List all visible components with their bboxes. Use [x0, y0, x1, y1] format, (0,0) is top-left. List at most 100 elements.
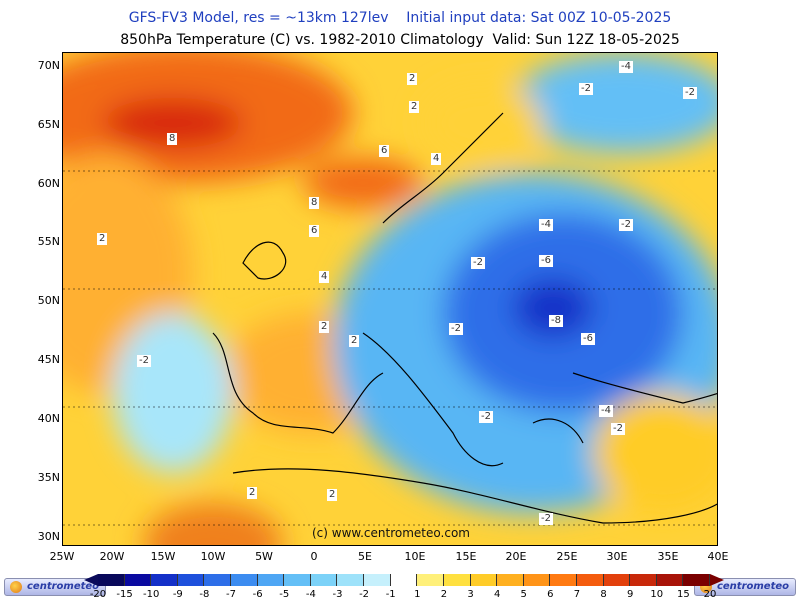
contour-label: -2 — [619, 219, 633, 231]
lat-label-50n: 50N — [37, 294, 60, 307]
scale-cell — [417, 574, 444, 586]
logo-right-text: centrometeo — [716, 581, 789, 592]
scale-tick-label: 6 — [547, 589, 554, 600]
scale-cell — [98, 574, 125, 586]
lon-label-20w: 20W — [99, 550, 125, 563]
lon-label-35e: 35E — [657, 550, 679, 563]
scale-tick-label: -6 — [252, 589, 263, 600]
black-sea-coast — [572, 372, 717, 404]
warm-core-iceland — [103, 98, 243, 148]
warm-anomaly-north-sea — [303, 158, 423, 208]
contour-label: 8 — [309, 197, 320, 209]
scale-tick-label: -15 — [116, 589, 133, 600]
scale-cell — [550, 574, 577, 586]
scale-tick-label: 10 — [650, 589, 664, 600]
scale-cell — [204, 574, 232, 586]
scale-tick-label: -9 — [172, 589, 183, 600]
lat-label-45n: 45N — [37, 353, 60, 366]
scale-cell — [231, 574, 258, 586]
contour-label: 8 — [167, 133, 178, 145]
scale-cell — [497, 574, 524, 586]
scale-tick-label: 1 — [414, 589, 421, 600]
scale-cell — [390, 574, 418, 586]
scale-tick-label: -5 — [279, 589, 290, 600]
contour-label: 6 — [309, 225, 320, 237]
lat-label-40n: 40N — [37, 412, 60, 425]
contour-label: -2 — [611, 423, 625, 435]
lon-label-10w: 10W — [200, 550, 226, 563]
scale-tick-label: -1 — [385, 589, 396, 600]
lat-label-30n: 30N — [37, 530, 60, 543]
scale-tick-label: 7 — [573, 589, 581, 600]
contour-label: -4 — [619, 61, 633, 73]
scale-cell — [523, 574, 551, 586]
contour-label: -2 — [539, 513, 553, 525]
contour-label: -6 — [581, 333, 595, 345]
scale-tick-label: 15 — [677, 589, 690, 600]
cold-anomaly-scandinavia — [513, 53, 717, 153]
scale-tick-label: 8 — [600, 589, 607, 600]
sun-icon — [10, 581, 22, 593]
scale-tick-label: -7 — [226, 589, 237, 600]
contour-label: 2 — [409, 101, 420, 113]
contour-label: -2 — [683, 87, 697, 99]
header-title-line2: 850hPa Temperature (C) vs. 1982-2010 Cli… — [120, 32, 680, 48]
contour-label: -2 — [579, 83, 593, 95]
contour-label: -2 — [449, 323, 463, 335]
north-africa-coast — [232, 468, 717, 524]
lat-label-70n: 70N — [37, 59, 60, 72]
greece-coast — [532, 418, 584, 444]
contour-label: -2 — [471, 257, 485, 269]
scale-cell — [630, 574, 657, 586]
map-credit: (c) www.centrometeo.com — [312, 526, 470, 540]
scale-cell — [683, 574, 711, 586]
lon-label-15w: 15W — [150, 550, 176, 563]
lon-label-15e: 15E — [455, 550, 477, 563]
lon-label-40e: 40E — [707, 550, 729, 563]
lon-label-25e: 25E — [556, 550, 578, 563]
scale-cell — [364, 574, 391, 586]
warm-anomaly-africa — [143, 503, 283, 545]
contour-label: 2 — [407, 73, 418, 85]
contour-label: 2 — [97, 233, 108, 245]
header-title-line1: GFS-FV3 Model, res = ~13km 127lev Initia… — [128, 10, 672, 26]
lat-label-35n: 35N — [37, 471, 60, 484]
contour-label: 4 — [319, 271, 330, 283]
contour-label: -2 — [137, 355, 151, 367]
map-svg — [63, 53, 717, 545]
contour-label: 6 — [379, 145, 390, 157]
coastlines — [212, 112, 717, 524]
lat-label-65n: 65N — [37, 118, 60, 131]
scale-cell — [470, 574, 498, 586]
scale-tick-label: 4 — [493, 589, 501, 600]
scale-tick-label: 2 — [440, 589, 448, 600]
neutral-scandinavia — [423, 83, 543, 163]
lon-label-5w: 5W — [255, 550, 273, 563]
color-scale — [98, 574, 711, 586]
scale-tick-label: 9 — [626, 589, 634, 600]
scale-cell — [656, 574, 684, 586]
cold-core-ukraine — [513, 278, 593, 338]
contour-label: 2 — [349, 335, 360, 347]
lon-label-10e: 10E — [404, 550, 426, 563]
temperature-anomaly-map: 8 2 6 8 6 4 4 2 2 2 2 -2 -2 -2 -4 -6 -8 … — [62, 52, 718, 546]
scale-tick-label: -8 — [199, 589, 210, 600]
scale-cell — [284, 574, 311, 586]
scale-tick-label: -4 — [305, 589, 316, 600]
scale-cell — [603, 574, 631, 586]
scale-tick-label: -3 — [332, 589, 343, 600]
logo-left: centrometeo — [4, 578, 107, 596]
scale-cell — [576, 574, 604, 586]
scale-arrow-right — [710, 574, 724, 586]
scale-cell — [124, 574, 152, 586]
lon-label-25w: 25W — [49, 550, 75, 563]
scale-cell — [151, 574, 178, 586]
scale-tick-label: -2 — [359, 589, 370, 600]
contour-label: 2 — [247, 487, 258, 499]
scale-cell — [310, 574, 338, 586]
lon-label-20e: 20E — [505, 550, 527, 563]
contour-label: -2 — [479, 411, 493, 423]
scale-cell — [257, 574, 285, 586]
scale-tick-label: -10 — [143, 589, 160, 600]
scale-cell — [177, 574, 205, 586]
